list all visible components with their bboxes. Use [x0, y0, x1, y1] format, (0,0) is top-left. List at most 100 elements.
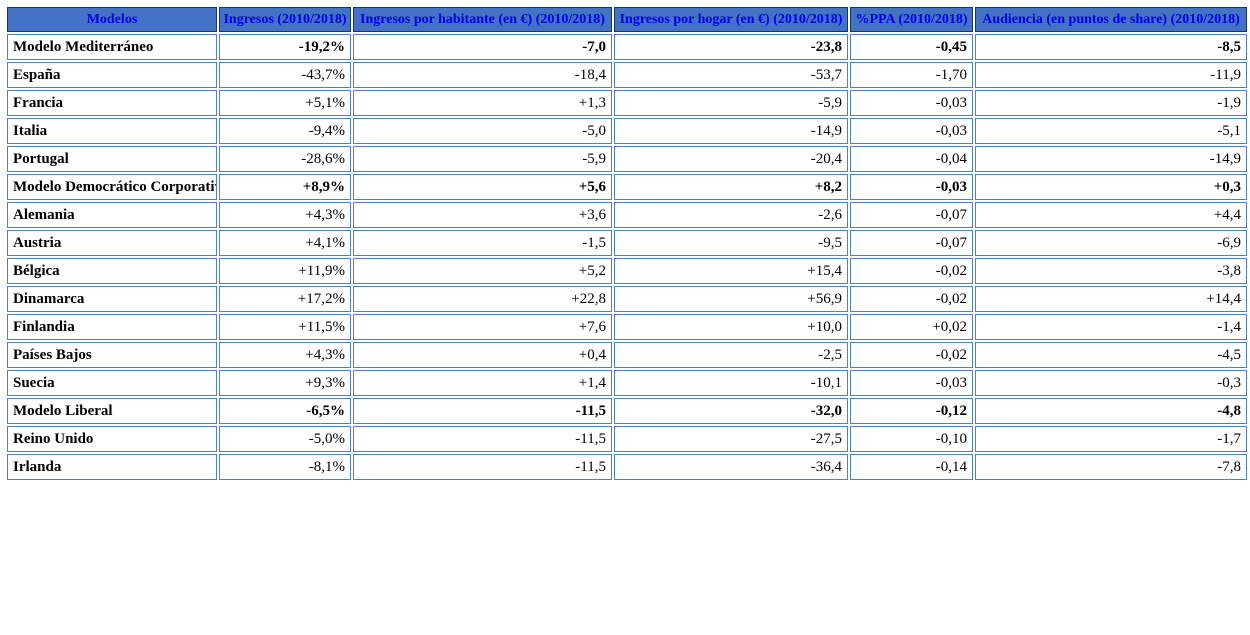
- value-cell-ingresos-habitante: +3,6: [353, 202, 612, 228]
- column-header-ppa: %PPA (2010/2018): [850, 7, 973, 32]
- value-cell-audiencia: +14,4: [975, 286, 1247, 312]
- value-cell-ingresos-habitante: -5,9: [353, 146, 612, 172]
- value-cell-audiencia: +0,3: [975, 174, 1247, 200]
- value-cell-ppa: -0,10: [850, 426, 973, 452]
- row-label-cell: Modelo Liberal: [7, 398, 217, 424]
- value-cell-ingresos-habitante: -11,5: [353, 454, 612, 480]
- value-cell-ppa: -0,02: [850, 342, 973, 368]
- table-row: Suecia +9,3% +1,4 -10,1 -0,03 -0,3: [7, 370, 1247, 396]
- value-cell-ppa: -0,03: [850, 174, 973, 200]
- row-label-cell: Austria: [7, 230, 217, 256]
- table-row: Modelo Liberal -6,5% -11,5 -32,0 -0,12 -…: [7, 398, 1247, 424]
- value-cell-ingresos-hogar: -27,5: [614, 426, 848, 452]
- value-cell-audiencia: -3,8: [975, 258, 1247, 284]
- column-header-audiencia: Audiencia (en puntos de share) (2010/201…: [975, 7, 1247, 32]
- table-row: Modelo Democrático Corporativo +8,9% +5,…: [7, 174, 1247, 200]
- value-cell-ppa: -0,07: [850, 230, 973, 256]
- value-cell-audiencia: -11,9: [975, 62, 1247, 88]
- value-cell-ppa: -0,04: [850, 146, 973, 172]
- value-cell-audiencia: -14,9: [975, 146, 1247, 172]
- value-cell-audiencia: -0,3: [975, 370, 1247, 396]
- table-row: Modelo Mediterráneo -19,2% -7,0 -23,8 -0…: [7, 34, 1247, 60]
- value-cell-ingresos: +4,1%: [219, 230, 351, 256]
- value-cell-ingresos-hogar: +8,2: [614, 174, 848, 200]
- value-cell-ingresos-hogar: -53,7: [614, 62, 848, 88]
- header-row: Modelos Ingresos (2010/2018) Ingresos po…: [7, 7, 1247, 32]
- value-cell-ppa: -0,07: [850, 202, 973, 228]
- value-cell-ppa: -1,70: [850, 62, 973, 88]
- row-label-cell: España: [7, 62, 217, 88]
- value-cell-audiencia: -7,8: [975, 454, 1247, 480]
- value-cell-ingresos-hogar: -20,4: [614, 146, 848, 172]
- row-label-cell: Reino Unido: [7, 426, 217, 452]
- value-cell-audiencia: -8,5: [975, 34, 1247, 60]
- table-row: Dinamarca +17,2% +22,8 +56,9 -0,02 +14,4: [7, 286, 1247, 312]
- row-label-cell: Modelo Democrático Corporativo: [7, 174, 217, 200]
- row-label-cell: Portugal: [7, 146, 217, 172]
- media-models-table: Modelos Ingresos (2010/2018) Ingresos po…: [5, 5, 1249, 482]
- column-header-ingresos: Ingresos (2010/2018): [219, 7, 351, 32]
- column-header-ingresos-hogar: Ingresos por hogar (en €) (2010/2018): [614, 7, 848, 32]
- value-cell-ingresos-hogar: -23,8: [614, 34, 848, 60]
- value-cell-ingresos-hogar: -9,5: [614, 230, 848, 256]
- value-cell-ingresos: +4,3%: [219, 342, 351, 368]
- row-label-cell: Países Bajos: [7, 342, 217, 368]
- value-cell-ingresos-hogar: +15,4: [614, 258, 848, 284]
- table-row: Alemania +4,3% +3,6 -2,6 -0,07 +4,4: [7, 202, 1247, 228]
- value-cell-ppa: -0,03: [850, 90, 973, 116]
- value-cell-ingresos-habitante: +0,4: [353, 342, 612, 368]
- value-cell-audiencia: -6,9: [975, 230, 1247, 256]
- value-cell-ingresos: +5,1%: [219, 90, 351, 116]
- row-label-cell: Alemania: [7, 202, 217, 228]
- row-label-cell: Italia: [7, 118, 217, 144]
- value-cell-ppa: +0,02: [850, 314, 973, 340]
- value-cell-ingresos: -6,5%: [219, 398, 351, 424]
- value-cell-ingresos: +9,3%: [219, 370, 351, 396]
- row-label-cell: Dinamarca: [7, 286, 217, 312]
- value-cell-ingresos-hogar: -2,5: [614, 342, 848, 368]
- value-cell-audiencia: -1,4: [975, 314, 1247, 340]
- value-cell-ingresos-hogar: -10,1: [614, 370, 848, 396]
- value-cell-ppa: -0,45: [850, 34, 973, 60]
- value-cell-audiencia: -4,8: [975, 398, 1247, 424]
- value-cell-ppa: -0,02: [850, 258, 973, 284]
- value-cell-ingresos: -9,4%: [219, 118, 351, 144]
- table-row: Bélgica +11,9% +5,2 +15,4 -0,02 -3,8: [7, 258, 1247, 284]
- value-cell-ingresos-hogar: +10,0: [614, 314, 848, 340]
- row-label-cell: Suecia: [7, 370, 217, 396]
- value-cell-ingresos-habitante: -5,0: [353, 118, 612, 144]
- row-label-cell: Bélgica: [7, 258, 217, 284]
- table-row: Irlanda -8,1% -11,5 -36,4 -0,14 -7,8: [7, 454, 1247, 480]
- table-row: Portugal -28,6% -5,9 -20,4 -0,04 -14,9: [7, 146, 1247, 172]
- row-label-cell: Finlandia: [7, 314, 217, 340]
- value-cell-ingresos-hogar: -36,4: [614, 454, 848, 480]
- value-cell-ingresos: -5,0%: [219, 426, 351, 452]
- value-cell-ingresos: -28,6%: [219, 146, 351, 172]
- value-cell-audiencia: -1,7: [975, 426, 1247, 452]
- value-cell-audiencia: -1,9: [975, 90, 1247, 116]
- value-cell-ingresos-hogar: +56,9: [614, 286, 848, 312]
- value-cell-ppa: -0,14: [850, 454, 973, 480]
- value-cell-ingresos-habitante: -11,5: [353, 398, 612, 424]
- value-cell-ingresos: +8,9%: [219, 174, 351, 200]
- value-cell-ppa: -0,02: [850, 286, 973, 312]
- value-cell-ingresos: -19,2%: [219, 34, 351, 60]
- value-cell-ingresos-habitante: -11,5: [353, 426, 612, 452]
- value-cell-ingresos-hogar: -5,9: [614, 90, 848, 116]
- value-cell-ingresos-hogar: -2,6: [614, 202, 848, 228]
- value-cell-ingresos: -43,7%: [219, 62, 351, 88]
- value-cell-ingresos-habitante: -18,4: [353, 62, 612, 88]
- value-cell-ingresos-habitante: +7,6: [353, 314, 612, 340]
- value-cell-audiencia: -4,5: [975, 342, 1247, 368]
- value-cell-ingresos: +17,2%: [219, 286, 351, 312]
- row-label-cell: Irlanda: [7, 454, 217, 480]
- table-row: Finlandia +11,5% +7,6 +10,0 +0,02 -1,4: [7, 314, 1247, 340]
- column-header-ingresos-habitante: Ingresos por habitante (en €) (2010/2018…: [353, 7, 612, 32]
- row-label-cell: Modelo Mediterráneo: [7, 34, 217, 60]
- value-cell-ingresos-habitante: +1,3: [353, 90, 612, 116]
- value-cell-ppa: -0,03: [850, 118, 973, 144]
- value-cell-ppa: -0,03: [850, 370, 973, 396]
- table-row: Países Bajos +4,3% +0,4 -2,5 -0,02 -4,5: [7, 342, 1247, 368]
- value-cell-ingresos: +4,3%: [219, 202, 351, 228]
- table-row: España -43,7% -18,4 -53,7 -1,70 -11,9: [7, 62, 1247, 88]
